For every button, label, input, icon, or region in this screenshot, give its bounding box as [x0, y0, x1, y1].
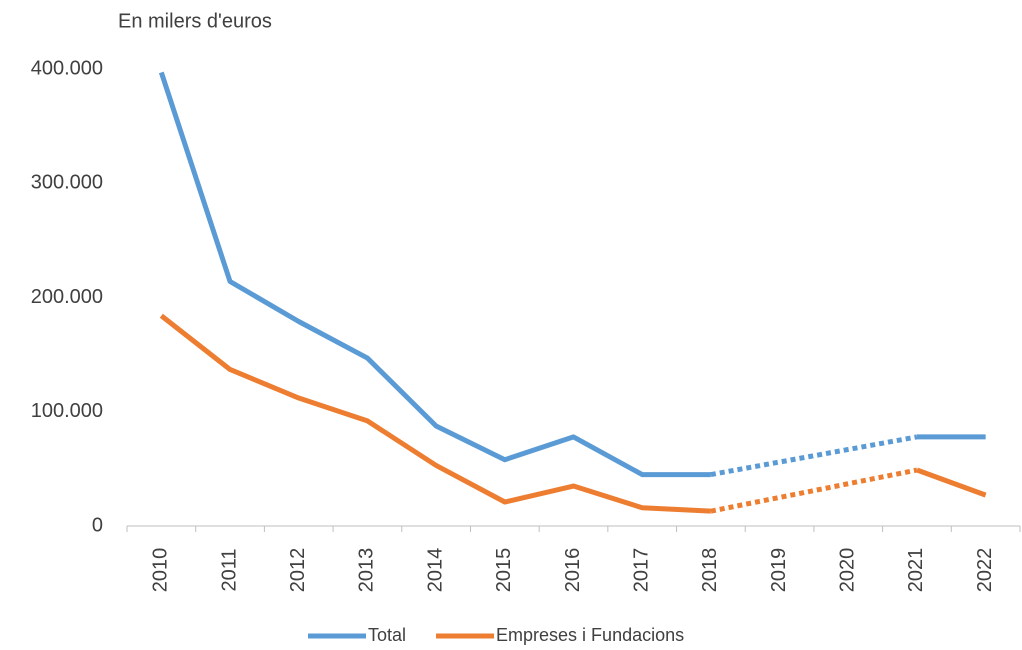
series-line	[916, 467, 987, 498]
gap-bridge	[710, 467, 918, 514]
x-tick-label: 2015	[493, 548, 515, 593]
series-line	[158, 71, 711, 478]
x-tick-label: 2010	[150, 548, 172, 593]
x-tick-label: 2018	[699, 548, 721, 593]
legend-text: Total	[368, 625, 406, 645]
y-tick-label: 400.000	[31, 57, 103, 79]
x-tick-label: 2011	[218, 548, 240, 591]
y-tick-label: 0	[92, 514, 103, 536]
gap-bridge	[710, 434, 918, 478]
legend-text: Empreses i Fundacions	[496, 625, 684, 645]
y-tick-label: 200.000	[31, 286, 103, 308]
series-line	[159, 313, 712, 514]
y-tick-label: 100.000	[31, 400, 103, 422]
x-tick-label: 2012	[287, 548, 309, 593]
x-tick-label: 2020	[837, 548, 859, 593]
y-axis-label: En milers d'euros	[118, 10, 272, 32]
x-tick-label: 2021	[905, 548, 927, 593]
x-tick-label: 2019	[768, 548, 790, 593]
x-tick-label: 2017	[630, 548, 652, 593]
x-tick-label: 2014	[424, 548, 446, 593]
x-tick-label: 2016	[562, 548, 584, 593]
x-tick-label: 2013	[356, 548, 378, 593]
x-tick-label: 2022	[974, 548, 996, 593]
y-tick-label: 300.000	[31, 172, 103, 194]
